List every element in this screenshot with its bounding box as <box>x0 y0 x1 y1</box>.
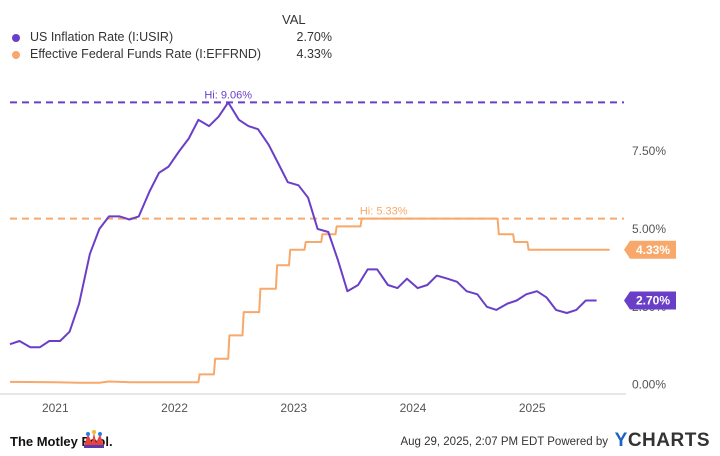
x-tick-label: 2024 <box>400 401 427 415</box>
legend-item-value: 2.70% <box>296 30 332 44</box>
high-value-label: Hi: 9.06% <box>204 89 252 101</box>
series-line-inflation <box>9 101 597 349</box>
end-value-tag <box>624 291 676 310</box>
end-value-label: 2.70% <box>636 294 670 308</box>
series-line-fed-funds <box>9 217 610 384</box>
series-dot-icon <box>12 34 20 42</box>
ycharts-logo[interactable]: YCHARTS <box>614 430 710 451</box>
chart-footer: The Motley Fool. Aug 29, 2025, 2:07 PM E… <box>0 424 720 456</box>
legend-item-name: US Inflation Rate (I:USIR) <box>30 30 174 44</box>
x-tick-label: 2022 <box>161 401 188 415</box>
y-tick-label: 7.50% <box>632 144 666 158</box>
x-tick-label: 2023 <box>280 401 307 415</box>
high-value-label: Hi: 5.33% <box>360 206 408 218</box>
y-tick-label: 5.00% <box>632 222 666 236</box>
legend-item-fed-funds[interactable]: Effective Federal Funds Rate (I:EFFRND) … <box>12 47 332 65</box>
chart-legend: VAL US Inflation Rate (I:USIR) 2.70% Eff… <box>0 0 720 70</box>
legend-item-value: 4.33% <box>296 47 332 61</box>
timestamp: Aug 29, 2025, 2:07 PM EDT Powered by <box>400 436 608 448</box>
line-chart: 7.50%5.00%2.50%0.00%20212022202320242025… <box>0 89 676 415</box>
end-value-label: 4.33% <box>636 243 670 257</box>
legend-item-inflation[interactable]: US Inflation Rate (I:USIR) 2.70% <box>12 30 332 48</box>
end-value-tag <box>624 240 676 259</box>
series-dot-icon <box>12 51 20 59</box>
y-tick-label: 0.00% <box>632 378 666 392</box>
legend-header: VAL <box>282 12 306 27</box>
jester-hat-icon <box>84 430 104 448</box>
legend-item-name: Effective Federal Funds Rate (I:EFFRND) <box>30 47 262 61</box>
x-tick-label: 2025 <box>519 401 546 415</box>
x-tick-label: 2021 <box>42 401 69 415</box>
